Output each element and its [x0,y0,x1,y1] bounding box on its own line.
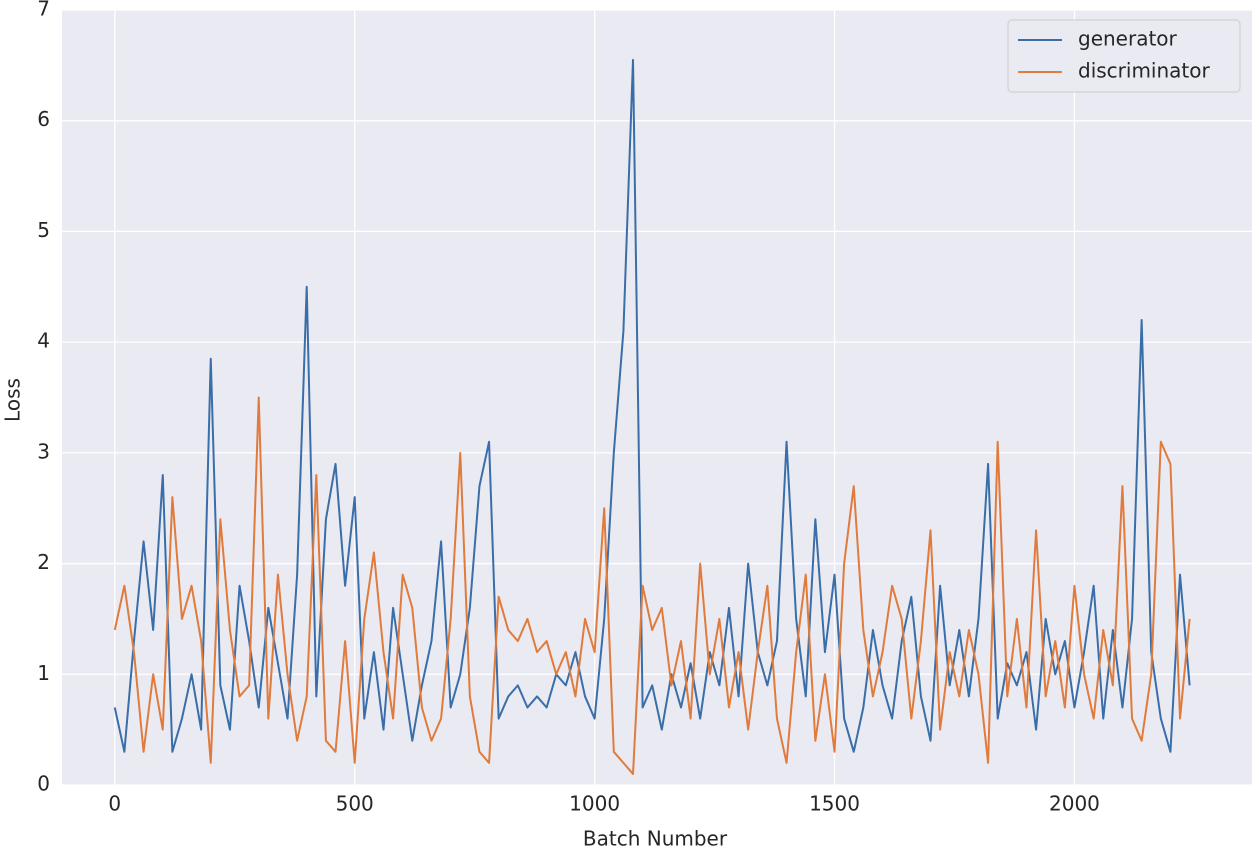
y-axis-label: Loss [1,378,25,422]
x-tick-label: 1500 [809,792,860,816]
legend-label: discriminator [1078,59,1210,83]
x-axis-label: Batch Number [583,827,728,851]
y-tick-label: 5 [37,218,50,242]
x-tick-label: 1000 [569,792,620,816]
legend-box [1007,19,1241,93]
legend-label: generator [1078,27,1178,51]
series-line [113,396,1191,775]
plot-area [62,10,1252,785]
x-tick-label: 500 [336,792,374,816]
y-tick-label: 6 [37,107,50,131]
x-tick-label: 0 [108,792,121,816]
x-tick-label: 2000 [1049,792,1100,816]
y-tick-label: 0 [37,772,50,796]
y-tick-label: 2 [37,550,50,574]
y-tick-label: 4 [37,329,50,353]
y-tick-label: 3 [37,439,50,463]
y-tick-label: 1 [37,661,50,685]
y-tick-label: 7 [37,0,50,21]
